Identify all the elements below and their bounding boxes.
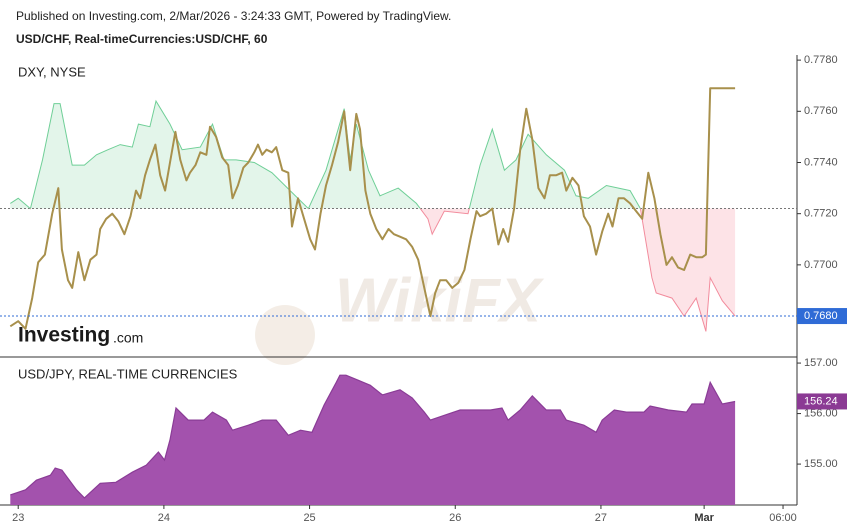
y-tick-label: 155.00 — [804, 458, 838, 470]
last-value-tag — [797, 393, 847, 410]
x-tick-label: 26 — [449, 512, 461, 524]
watermark-suffix: .com — [113, 330, 143, 346]
y-tick-label: 0.7760 — [804, 105, 838, 117]
watermark-wikifx: WikiFX — [335, 266, 545, 335]
x-tick-label: 24 — [158, 512, 170, 524]
area — [10, 375, 736, 505]
watermarks: WikiFX — [255, 266, 545, 365]
line — [10, 374, 736, 499]
y-tick-label: 157.00 — [804, 357, 838, 369]
last-value-label: 156.24 — [804, 395, 838, 407]
last-value-tag — [797, 308, 847, 325]
y-tick-label: 0.7780 — [804, 54, 838, 66]
y-tick-label: 0.7720 — [804, 208, 838, 220]
last-value-label: 0.7680 — [804, 310, 838, 322]
x-tick-label: 23 — [12, 512, 24, 524]
watermark-brand: Investing — [18, 324, 110, 347]
watermark-circle — [255, 305, 315, 365]
area-down — [30, 208, 736, 332]
chart-title: USD/CHF, Real-timeCurrencies:USD/CHF, 60 — [16, 32, 268, 46]
y-tick-label: 0.7700 — [804, 259, 838, 271]
y-tick-label: 156.00 — [804, 407, 838, 419]
x-tick-label: 27 — [595, 512, 607, 524]
legend-label: DXY, NYSE — [18, 64, 86, 79]
x-tick-label: 06:00 — [769, 512, 797, 524]
legend-label: USD/JPY, REAL-TIME CURRENCIES — [18, 366, 238, 381]
plot: 0.7780 0.7760 0.7740 0.7720 0.7700 DXY, NYSE 0… — [0, 54, 847, 524]
x-tick-label: 25 — [303, 512, 315, 524]
y-tick-label: 0.7740 — [804, 156, 838, 168]
area-up — [10, 101, 736, 209]
attribution: Published on Investing.com, 2/Mar/2026 -… — [16, 9, 451, 23]
line — [9, 87, 736, 330]
x-tick-label: Mar — [694, 512, 714, 524]
